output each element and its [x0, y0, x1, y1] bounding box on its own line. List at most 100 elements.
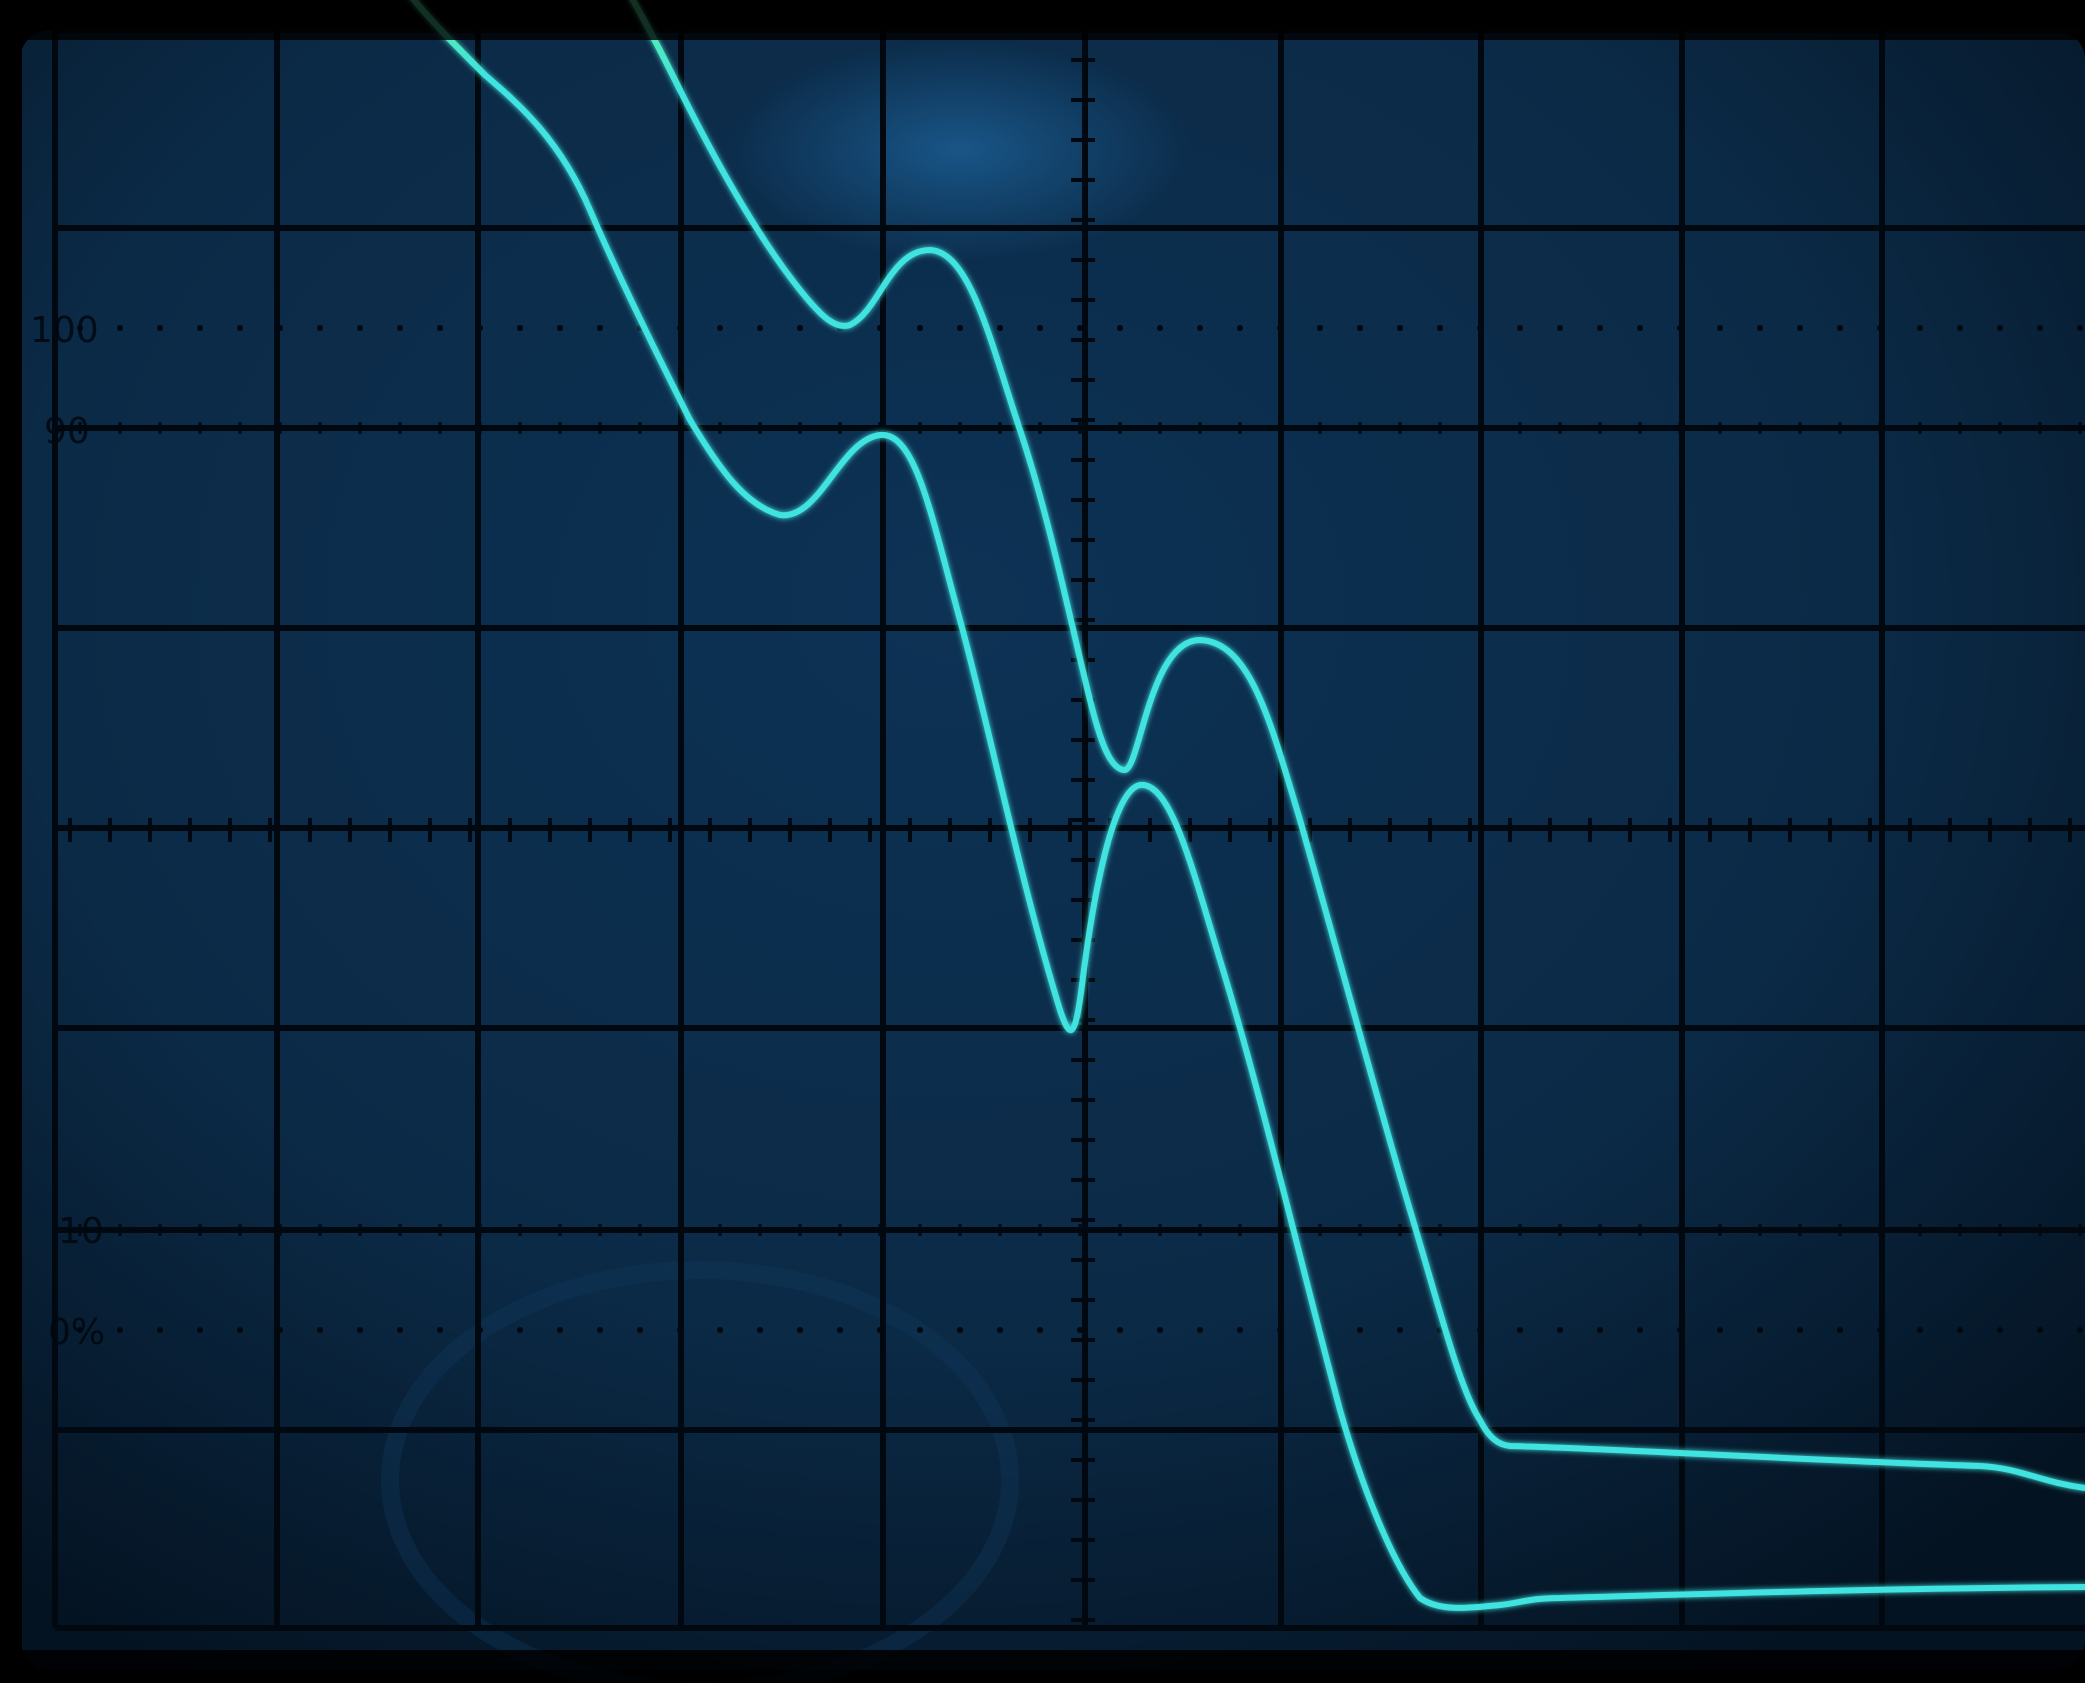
graticule-dot	[277, 325, 283, 331]
graticule-dot	[1277, 325, 1283, 331]
graticule-dot	[437, 1327, 443, 1333]
graticule-dot	[77, 325, 83, 331]
graticule-dot	[517, 325, 523, 331]
graticule-dot	[1877, 1327, 1883, 1333]
graticule-dot	[957, 325, 963, 331]
graticule-dot	[357, 325, 363, 331]
graticule-dot	[1357, 325, 1363, 331]
graticule-dot	[837, 1327, 843, 1333]
graticule-dot	[2077, 1327, 2083, 1333]
graticule-dot	[1397, 1327, 1403, 1333]
phosphor-glow	[730, 40, 1190, 260]
graticule-dot	[1997, 1327, 2003, 1333]
graticule-dot	[1037, 1327, 1043, 1333]
graticule-dot	[1237, 1327, 1243, 1333]
graticule-dot	[1957, 325, 1963, 331]
graticule-dot	[477, 1327, 483, 1333]
graticule-dot	[1077, 325, 1083, 331]
vignette-top	[0, 0, 2085, 40]
graticule-dot	[557, 325, 563, 331]
graticule-dot	[117, 325, 123, 331]
graticule-dot	[1797, 1327, 1803, 1333]
graticule-dot	[1637, 325, 1643, 331]
graticule-dot	[797, 325, 803, 331]
graticule-dot	[1477, 1327, 1483, 1333]
graticule-dot	[397, 325, 403, 331]
graticule-dot	[477, 325, 483, 331]
vignette-bottom	[0, 1650, 2085, 1683]
graticule-dot	[757, 325, 763, 331]
graticule-dot	[1277, 1327, 1283, 1333]
scale-label-90: 90	[44, 411, 90, 452]
graticule-dot	[717, 1327, 723, 1333]
graticule-dot	[1997, 325, 2003, 331]
scale-label-0: 0%	[48, 1312, 105, 1353]
graticule-dot	[237, 1327, 243, 1333]
graticule-dot	[1437, 325, 1443, 331]
graticule-dot	[117, 1327, 123, 1333]
crt-screen	[20, 30, 2085, 1670]
graticule-dot	[597, 325, 603, 331]
graticule-dot	[957, 1327, 963, 1333]
graticule-dot	[157, 325, 163, 331]
graticule-dot	[1397, 325, 1403, 331]
scale-label-100: 100	[30, 310, 99, 351]
graticule-dot	[1517, 325, 1523, 331]
graticule-dot	[597, 1327, 603, 1333]
graticule-dot	[1237, 325, 1243, 331]
graticule-dot	[997, 325, 1003, 331]
trace-upper	[629, 0, 2085, 1491]
graticule-dot	[1677, 1327, 1683, 1333]
graticule-dot	[877, 1327, 883, 1333]
vignette-left	[0, 0, 22, 1683]
graticule-dot	[1197, 1327, 1203, 1333]
graticule-dot	[1117, 1327, 1123, 1333]
graticule-dot	[917, 1327, 923, 1333]
graticule-dot	[1717, 1327, 1723, 1333]
graticule-dot	[717, 325, 723, 331]
graticule-dot	[557, 1327, 563, 1333]
graticule-dot	[1557, 1327, 1563, 1333]
trace-lower	[410, 0, 2085, 1611]
graticule-dot	[517, 1327, 523, 1333]
graticule-dot	[2037, 325, 2043, 331]
graticule-dot	[1157, 325, 1163, 331]
graticule-dot	[1637, 1327, 1643, 1333]
graticule	[52, 25, 2085, 1631]
graticule-dot	[1877, 325, 1883, 331]
graticule-dot	[1117, 325, 1123, 331]
scale-label-10: 10	[58, 1211, 104, 1252]
graticule-dot	[397, 1327, 403, 1333]
graticule-dot	[2077, 325, 2083, 331]
graticule-dot	[1197, 325, 1203, 331]
graticule-dot	[1717, 325, 1723, 331]
graticule-dot	[1757, 325, 1763, 331]
graticule-dot	[1797, 325, 1803, 331]
screen-reflection	[381, 1261, 1019, 1683]
graticule-dot	[77, 1327, 83, 1333]
graticule-dot	[317, 325, 323, 331]
graticule-dot	[1157, 1327, 1163, 1333]
graticule-dot	[437, 325, 443, 331]
graticule-dot	[317, 1327, 323, 1333]
graticule-dot	[1597, 325, 1603, 331]
graticule-dot	[677, 325, 683, 331]
graticule-dot	[157, 1327, 163, 1333]
graticule-dot	[677, 1327, 683, 1333]
graticule-dot	[877, 325, 883, 331]
graticule-dot	[1437, 1327, 1443, 1333]
graticule-dot	[357, 1327, 363, 1333]
graticule-dot	[1037, 325, 1043, 331]
graticule-dot	[1837, 325, 1843, 331]
graticule-dot	[237, 325, 243, 331]
graticule-dot	[1517, 1327, 1523, 1333]
graticule-dot	[1837, 1327, 1843, 1333]
graticule-dot	[1477, 325, 1483, 331]
graticule-dot	[637, 1327, 643, 1333]
graticule-dot	[1557, 325, 1563, 331]
graticule-dot	[1317, 325, 1323, 331]
graticule-dot	[197, 325, 203, 331]
graticule-dot	[797, 1327, 803, 1333]
graticule-dot	[1077, 1327, 1083, 1333]
